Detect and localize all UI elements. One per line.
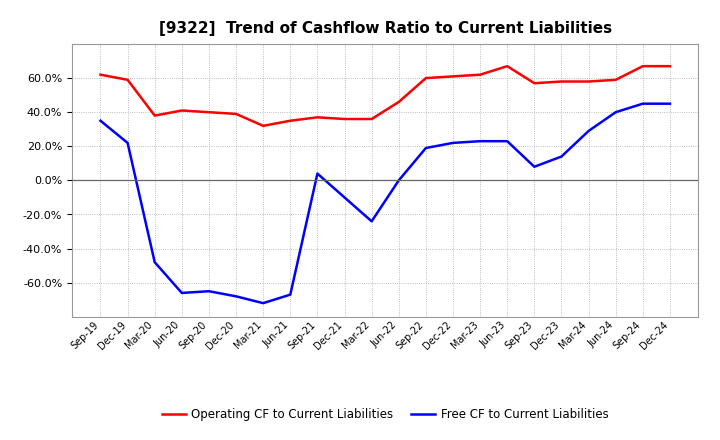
Free CF to Current Liabilities xyxy=(367,219,376,224)
Operating CF to Current Liabilities xyxy=(259,123,268,128)
Free CF to Current Liabilities xyxy=(449,140,457,146)
Legend: Operating CF to Current Liabilities, Free CF to Current Liabilities: Operating CF to Current Liabilities, Fre… xyxy=(157,403,613,425)
Free CF to Current Liabilities xyxy=(313,171,322,176)
Free CF to Current Liabilities xyxy=(611,110,620,115)
Operating CF to Current Liabilities xyxy=(665,63,674,69)
Free CF to Current Liabilities xyxy=(557,154,566,159)
Operating CF to Current Liabilities xyxy=(584,79,593,84)
Free CF to Current Liabilities xyxy=(96,118,105,123)
Free CF to Current Liabilities xyxy=(204,289,213,294)
Free CF to Current Liabilities xyxy=(232,294,240,299)
Free CF to Current Liabilities xyxy=(150,260,159,265)
Operating CF to Current Liabilities xyxy=(232,111,240,117)
Operating CF to Current Liabilities xyxy=(557,79,566,84)
Operating CF to Current Liabilities xyxy=(611,77,620,82)
Operating CF to Current Liabilities xyxy=(341,116,349,121)
Operating CF to Current Liabilities xyxy=(313,115,322,120)
Operating CF to Current Liabilities xyxy=(286,118,294,123)
Free CF to Current Liabilities xyxy=(178,290,186,296)
Operating CF to Current Liabilities xyxy=(476,72,485,77)
Operating CF to Current Liabilities xyxy=(421,76,430,81)
Free CF to Current Liabilities xyxy=(530,164,539,169)
Operating CF to Current Liabilities xyxy=(204,110,213,115)
Operating CF to Current Liabilities xyxy=(150,113,159,118)
Line: Free CF to Current Liabilities: Free CF to Current Liabilities xyxy=(101,104,670,303)
Operating CF to Current Liabilities xyxy=(639,63,647,69)
Free CF to Current Liabilities xyxy=(286,292,294,297)
Free CF to Current Liabilities xyxy=(341,195,349,200)
Free CF to Current Liabilities xyxy=(584,128,593,134)
Operating CF to Current Liabilities xyxy=(178,108,186,113)
Title: [9322]  Trend of Cashflow Ratio to Current Liabilities: [9322] Trend of Cashflow Ratio to Curren… xyxy=(158,21,612,36)
Free CF to Current Liabilities xyxy=(123,140,132,146)
Free CF to Current Liabilities xyxy=(259,301,268,306)
Operating CF to Current Liabilities xyxy=(96,72,105,77)
Free CF to Current Liabilities xyxy=(665,101,674,106)
Operating CF to Current Liabilities xyxy=(503,63,511,69)
Free CF to Current Liabilities xyxy=(639,101,647,106)
Free CF to Current Liabilities xyxy=(476,139,485,144)
Free CF to Current Liabilities xyxy=(421,145,430,150)
Operating CF to Current Liabilities xyxy=(530,81,539,86)
Line: Operating CF to Current Liabilities: Operating CF to Current Liabilities xyxy=(101,66,670,126)
Operating CF to Current Liabilities xyxy=(367,116,376,121)
Operating CF to Current Liabilities xyxy=(123,77,132,82)
Free CF to Current Liabilities xyxy=(503,139,511,144)
Free CF to Current Liabilities xyxy=(395,178,403,183)
Operating CF to Current Liabilities xyxy=(395,99,403,105)
Operating CF to Current Liabilities xyxy=(449,74,457,79)
